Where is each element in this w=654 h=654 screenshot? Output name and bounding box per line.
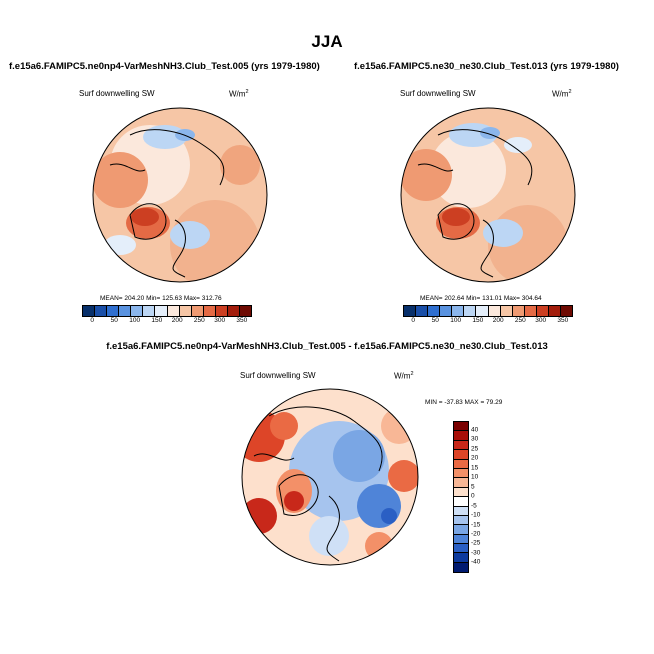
panel-1-units: W/m2 xyxy=(229,89,249,99)
colorbar-swatches xyxy=(403,305,573,317)
colorbar-tick: 5 xyxy=(471,483,475,491)
panel-3-stats: MIN = -37.83 MAX = 79.29 xyxy=(425,399,503,406)
colorbar-tick: 10 xyxy=(471,473,479,481)
colorbar-tick: -40 xyxy=(471,558,481,566)
colorbar-tick: 300 xyxy=(535,317,547,324)
panel-3-polar-map xyxy=(241,388,419,566)
colorbar-tick: -20 xyxy=(471,530,481,538)
colorbar-tick: 100 xyxy=(450,317,462,324)
panel-2-title: f.e15a6.FAMIPC5.ne30_ne30.Club_Test.013 … xyxy=(354,61,619,72)
colorbar-tick: 0 xyxy=(471,492,475,500)
colorbar-tick: 100 xyxy=(129,317,141,324)
colorbar-tick: 0 xyxy=(411,317,415,324)
colorbar-tick: -5 xyxy=(471,502,477,510)
colorbar-swatches xyxy=(453,421,469,574)
colorbar-tick: -30 xyxy=(471,549,481,557)
colorbar-tick: 30 xyxy=(471,435,479,443)
colorbar-tick: 350 xyxy=(236,317,248,324)
colorbar-tick: 350 xyxy=(557,317,569,324)
panel-3-units: W/m2 xyxy=(394,371,414,381)
panel-1-variable-label: Surf downwelling SW xyxy=(79,89,155,98)
panel-2-stats: MEAN= 202.64 Min= 131.01 Max= 304.64 xyxy=(420,295,542,302)
colorbar-tick: -25 xyxy=(471,539,481,547)
colorbar-tick: 20 xyxy=(471,454,479,462)
colorbar-tick: 250 xyxy=(514,317,526,324)
colorbar-tick: 250 xyxy=(193,317,205,324)
colorbar-tick: 150 xyxy=(151,317,163,324)
panel-3-colorbar: 40 30 25 20 15 10 5 0 -5 -10 -15 -20 -25… xyxy=(453,421,480,574)
colorbar-tick: 25 xyxy=(471,445,479,453)
colorbar-tick: 150 xyxy=(472,317,484,324)
figure-title: JJA xyxy=(311,32,343,51)
colorbar-tick: 15 xyxy=(471,464,479,472)
panel-2-colorbar: 0 50 100 150 200 250 300 350 xyxy=(403,305,573,327)
panel-1-stats: MEAN= 204.20 Min= 125.63 Max= 312.76 xyxy=(100,295,222,302)
panel-1-polar-map xyxy=(92,107,268,283)
panel-3-title: f.e15a6.FAMIPC5.ne0np4-VarMeshNH3.Club_T… xyxy=(106,341,548,352)
colorbar-tick: 40 xyxy=(471,426,479,434)
panel-1-colorbar: 0 50 100 150 200 250 300 350 xyxy=(82,305,252,327)
panel-2-polar-map xyxy=(400,107,576,283)
colorbar-tick: 200 xyxy=(492,317,504,324)
colorbar-tick: 300 xyxy=(214,317,226,324)
colorbar-tick: 200 xyxy=(171,317,183,324)
colorbar-tick: 50 xyxy=(110,317,118,324)
panel-2-variable-label: Surf downwelling SW xyxy=(400,89,476,98)
panel-2-units: W/m2 xyxy=(552,89,572,99)
panel-3-variable-label: Surf downwelling SW xyxy=(240,371,316,380)
colorbar-tick: 0 xyxy=(90,317,94,324)
panel-1-title: f.e15a6.FAMIPC5.ne0np4-VarMeshNH3.Club_T… xyxy=(9,61,320,72)
colorbar-tick: 50 xyxy=(431,317,439,324)
colorbar-tick: -15 xyxy=(471,521,481,529)
colorbar-tick: -10 xyxy=(471,511,481,519)
colorbar-swatches xyxy=(82,305,252,317)
